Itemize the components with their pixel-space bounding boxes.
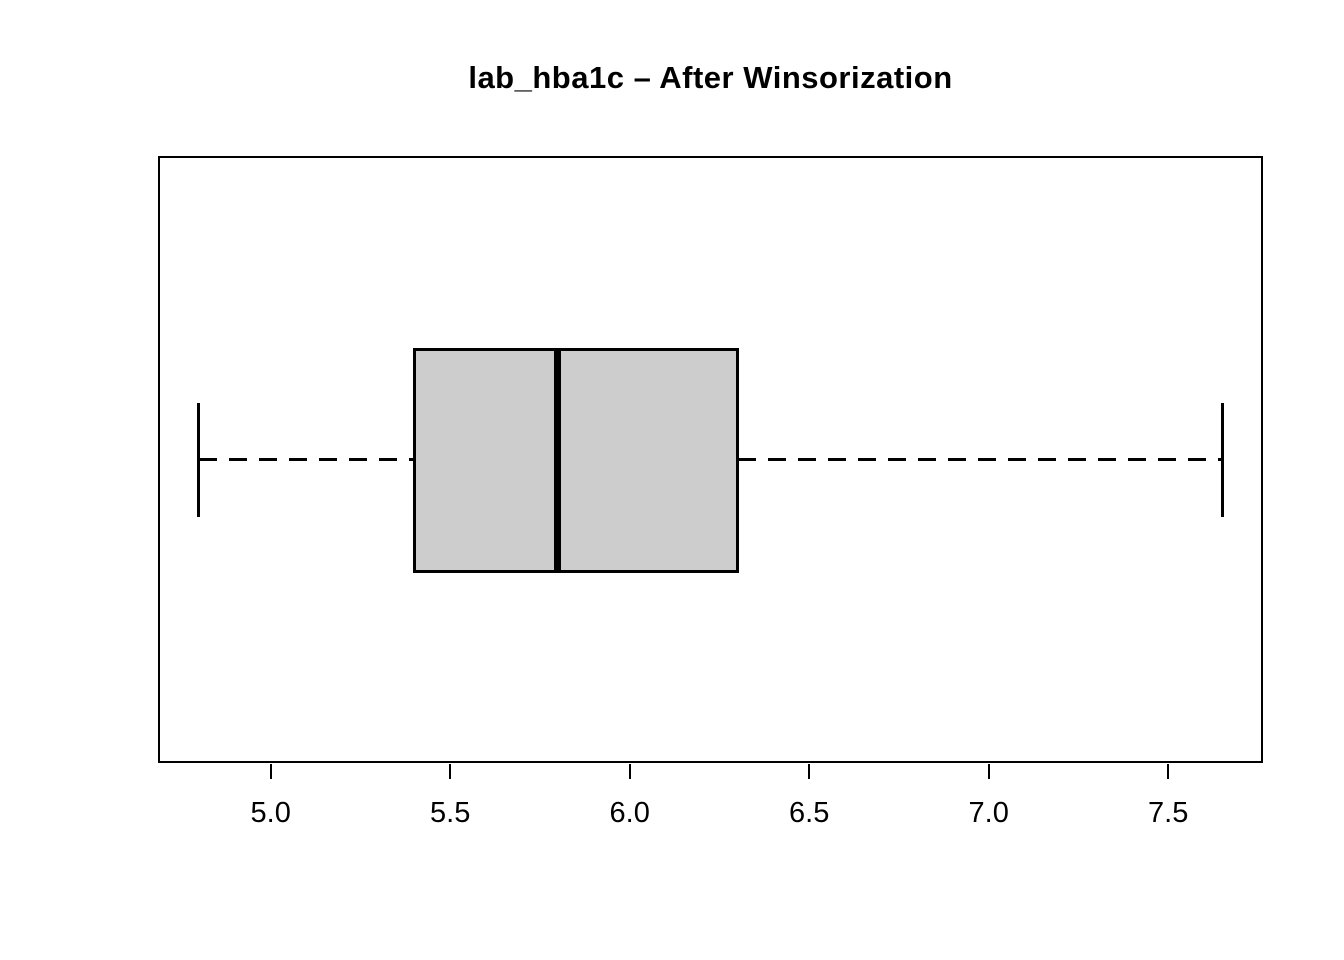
median-line xyxy=(554,348,562,573)
x-tick-mark xyxy=(449,764,452,779)
plot-frame xyxy=(158,156,1263,763)
x-tick-label: 6.5 xyxy=(789,797,830,829)
x-tick-mark xyxy=(628,764,631,779)
whisker-cap-left xyxy=(197,403,201,517)
x-tick-mark xyxy=(808,764,811,779)
x-tick-label: 5.0 xyxy=(250,797,291,829)
whisker-line-right xyxy=(738,458,1224,461)
chart-title: lab_hba1c – After Winsorization xyxy=(468,60,953,95)
x-tick-label: 5.5 xyxy=(430,797,471,829)
x-tick-mark xyxy=(987,764,990,779)
whisker-cap-right xyxy=(1220,403,1224,517)
x-tick-mark xyxy=(269,764,272,779)
x-tick-label: 7.5 xyxy=(1148,797,1189,829)
x-tick-label: 6.0 xyxy=(609,797,650,829)
x-tick-mark xyxy=(1167,764,1170,779)
x-tick-label: 7.0 xyxy=(968,797,1009,829)
iqr-box xyxy=(412,348,739,573)
whisker-line-left xyxy=(198,458,415,461)
